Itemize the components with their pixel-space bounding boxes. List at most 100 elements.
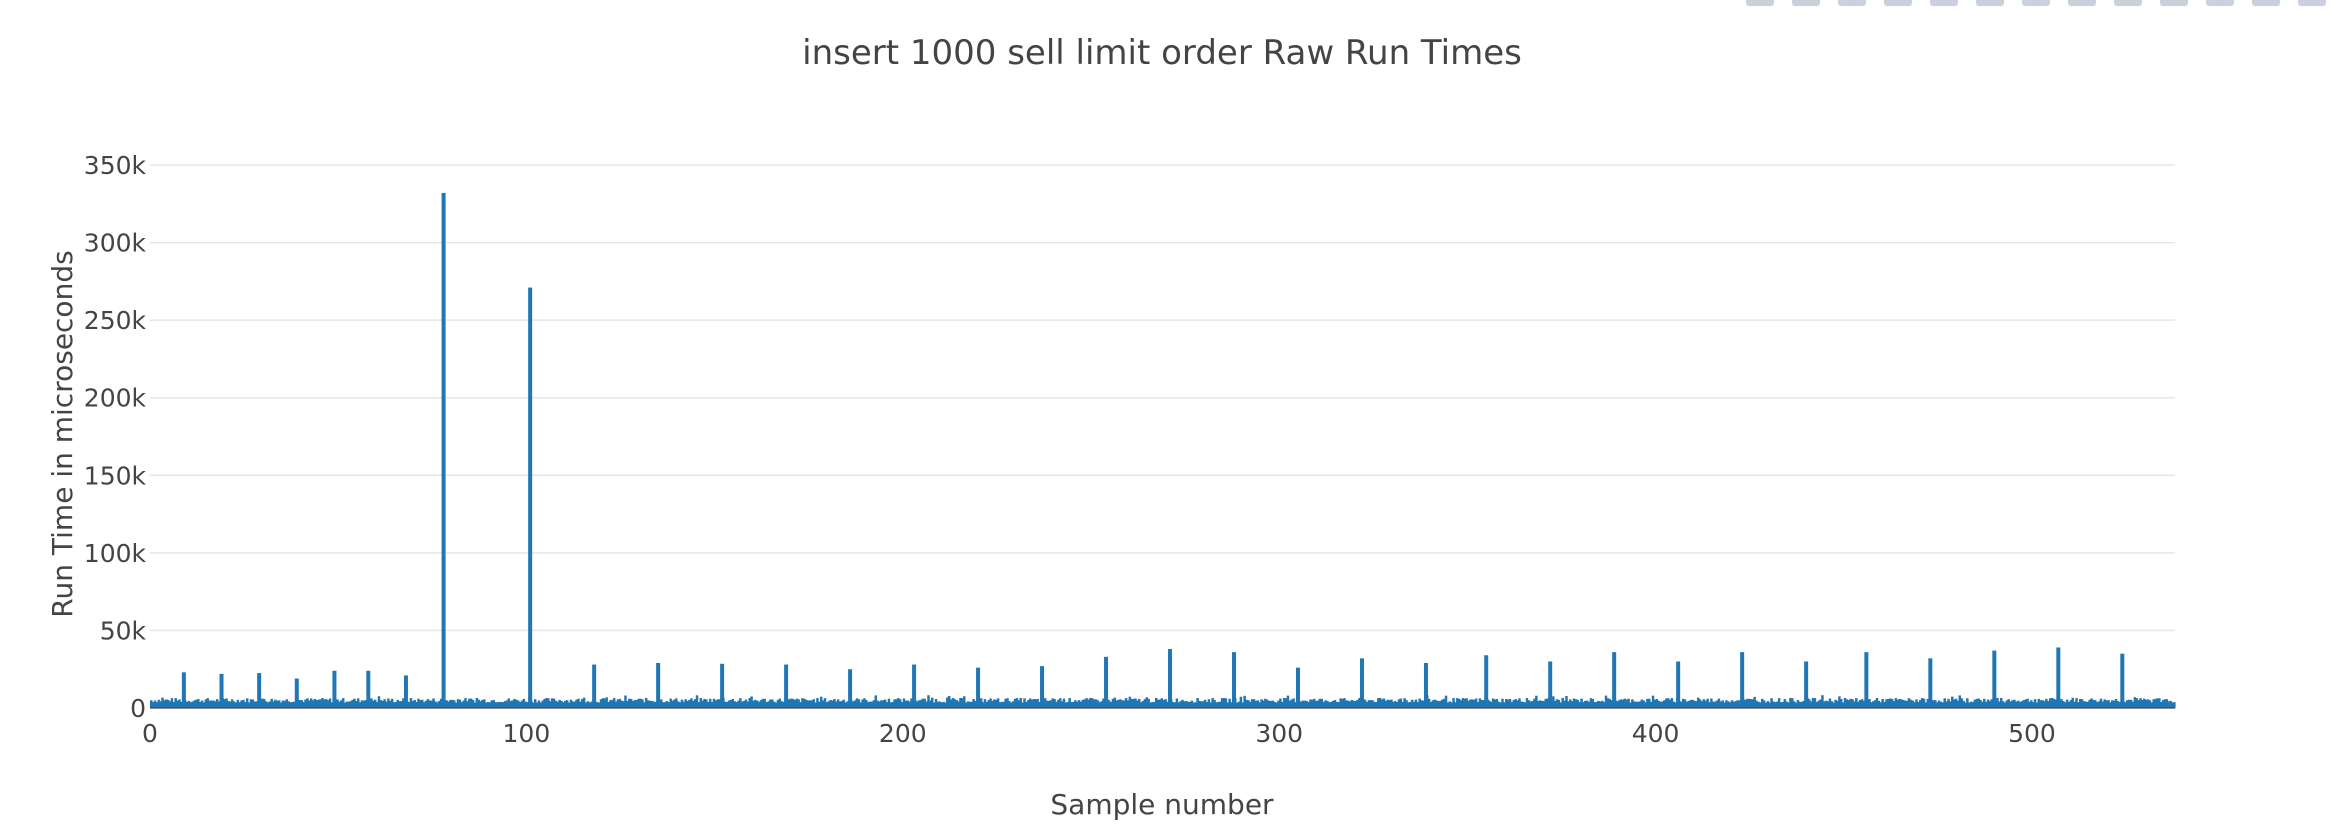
baseline-bar	[626, 701, 629, 708]
baseline-bar	[1734, 701, 1738, 708]
baseline-bar	[652, 701, 655, 708]
gridlines	[150, 164, 2175, 632]
baseline-bar	[940, 702, 943, 708]
baseline-bar	[1264, 698, 1267, 708]
baseline-bar	[823, 698, 827, 708]
baseline-bar	[998, 702, 1002, 708]
baseline-bar	[511, 700, 514, 708]
baseline-bar	[1034, 699, 1038, 708]
baseline-bar	[2024, 699, 2027, 708]
baseline-bar	[398, 701, 401, 708]
baseline-bar	[1288, 700, 1292, 708]
baseline-bar	[1670, 698, 1674, 708]
baseline-bar	[748, 698, 751, 708]
baseline-bar	[439, 698, 443, 708]
baseline-bar	[2150, 702, 2154, 708]
baseline-bar	[1589, 698, 1593, 708]
reset-axes-icon[interactable]	[2114, 0, 2142, 6]
baseline-bar	[1759, 702, 1762, 708]
baseline-bar	[793, 699, 797, 708]
baseline-bar	[1725, 700, 1728, 708]
baseline-bar	[1501, 698, 1504, 708]
baseline-bar	[1281, 701, 1284, 708]
baseline-bar	[953, 699, 957, 708]
baseline-bar	[1405, 700, 1408, 708]
baseline-bar	[1373, 701, 1376, 708]
baseline-bar	[620, 700, 623, 708]
baseline-bar	[789, 698, 793, 708]
baseline-bar	[1693, 700, 1696, 708]
baseline-bar	[1521, 701, 1525, 708]
spike-bar	[1232, 652, 1237, 708]
baseline-bar	[430, 700, 433, 708]
baseline-bar	[1452, 698, 1455, 708]
baseline-bar	[797, 699, 800, 708]
baseline-bar	[944, 702, 947, 708]
baseline-bar	[1932, 700, 1935, 708]
baseline-bar	[155, 702, 159, 708]
baseline-bar	[1222, 697, 1226, 708]
baseline-bar	[1616, 701, 1619, 708]
baseline-bar	[298, 700, 302, 708]
baseline-bar	[710, 702, 714, 708]
baseline-bar	[680, 699, 684, 708]
baseline-bar	[1194, 702, 1197, 708]
baseline-bar	[1226, 702, 1229, 708]
hover-compare-icon[interactable]	[2252, 0, 2280, 6]
baseline-bar	[1294, 702, 1297, 708]
camera-icon[interactable]	[1746, 0, 1774, 6]
baseline-bar	[436, 702, 439, 708]
baseline-bar	[1960, 698, 1963, 708]
baseline-bar	[1156, 699, 1160, 708]
baseline-bar	[2084, 701, 2088, 708]
zoom-out-icon[interactable]	[2022, 0, 2050, 6]
baseline-bar	[501, 702, 505, 708]
baseline-bar	[503, 701, 507, 708]
baseline-bar	[309, 698, 313, 708]
zoom-icon[interactable]	[1792, 0, 1820, 6]
modebar[interactable]	[1746, 0, 2326, 6]
baseline-bar	[1028, 698, 1032, 708]
baseline-bar	[1919, 699, 1922, 708]
baseline-bar	[1777, 698, 1781, 708]
baseline-bar	[1188, 701, 1192, 708]
baseline-bar	[1584, 700, 1587, 708]
baseline-bar	[564, 700, 567, 708]
baseline-bar	[1305, 701, 1309, 708]
baseline-bar	[306, 698, 309, 708]
autoscale-icon[interactable]	[2068, 0, 2096, 6]
lasso-icon[interactable]	[1930, 0, 1958, 6]
baseline-bar	[616, 699, 620, 708]
hover-closest-icon[interactable]	[2206, 0, 2234, 6]
baseline-bar	[496, 702, 499, 708]
baseline-bar	[1015, 698, 1019, 708]
select-box-icon[interactable]	[1884, 0, 1912, 6]
baseline-bar	[2148, 700, 2152, 708]
baseline-bar	[424, 700, 428, 708]
baseline-bar	[1128, 696, 1132, 708]
spike-lines-icon[interactable]	[2160, 0, 2188, 6]
baseline-bar	[951, 698, 955, 708]
baseline-bar	[1981, 701, 1984, 708]
pan-icon[interactable]	[1838, 0, 1866, 6]
baseline-bar	[204, 699, 208, 708]
plotly-logo-icon[interactable]	[2298, 0, 2326, 6]
baseline-bar	[1760, 698, 1764, 708]
baseline-bar	[552, 698, 556, 708]
baseline-bar	[857, 699, 861, 708]
baseline-bar	[1249, 701, 1252, 708]
baseline-bar	[1856, 701, 1860, 708]
baseline-bar	[1469, 699, 1472, 708]
baseline-bar	[1051, 698, 1054, 708]
baseline-bar	[475, 697, 479, 708]
baseline-bar	[1162, 699, 1165, 708]
baseline-bar	[287, 701, 290, 708]
baseline-bar	[2039, 700, 2042, 708]
zoom-in-icon[interactable]	[1976, 0, 2004, 6]
baseline-bar	[2101, 701, 2105, 708]
baseline-bar	[925, 701, 928, 708]
baseline-bar	[1478, 698, 1482, 708]
baseline-bar	[291, 701, 294, 708]
baseline-bar	[560, 700, 563, 708]
baseline-bar	[810, 700, 814, 708]
